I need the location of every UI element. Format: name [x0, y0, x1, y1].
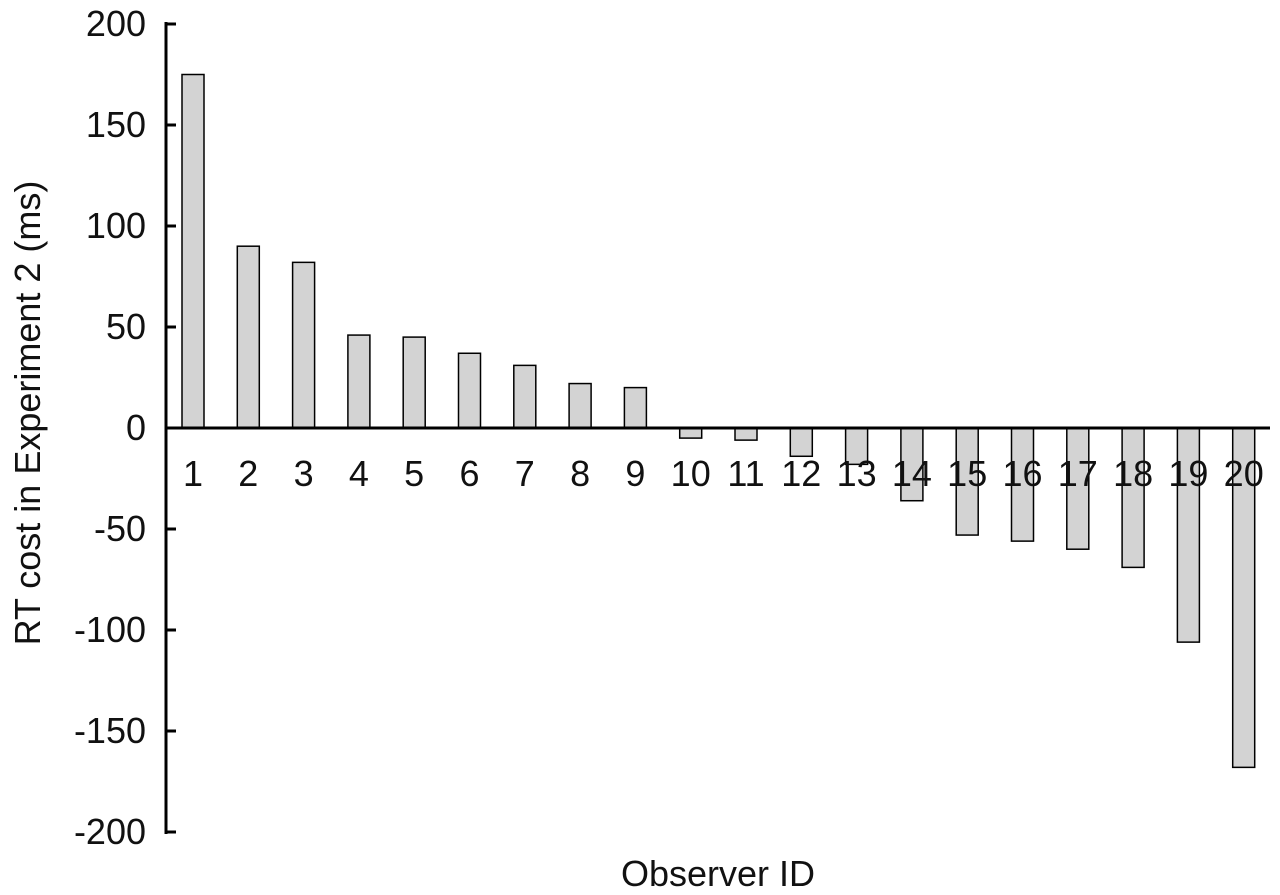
x-axis-label: Observer ID: [621, 853, 815, 894]
y-tick-label: -100: [74, 609, 146, 650]
y-axis: 200 150 100 50 0 -50 -100 -150 -200: [74, 3, 176, 852]
y-tick-label: 50: [106, 306, 146, 347]
x-tick-label: 20: [1224, 453, 1264, 494]
x-tick-label: 17: [1058, 453, 1098, 494]
bar-6: [457, 352, 482, 429]
bar-9: [623, 386, 648, 429]
bar-18: [1121, 427, 1145, 569]
bar-2: [236, 245, 261, 429]
x-tick-label: 10: [671, 453, 711, 494]
bar-11: [734, 427, 758, 441]
y-tick-label: 200: [86, 3, 146, 44]
x-tick-label: 18: [1113, 453, 1153, 494]
x-tick-label: 3: [294, 453, 314, 494]
x-tick-label: 7: [515, 453, 535, 494]
x-tick-label: 19: [1168, 453, 1208, 494]
x-tick-label: 9: [625, 453, 645, 494]
x-tick-label: 16: [1002, 453, 1042, 494]
bar-4: [347, 334, 371, 429]
x-tick-label: 2: [238, 453, 258, 494]
bar-7: [513, 364, 537, 429]
y-tick-label: -150: [74, 710, 146, 751]
bar-1: [181, 73, 205, 429]
x-tick-label: 6: [459, 453, 479, 494]
y-axis-label: RT cost in Experiment 2 (ms): [7, 181, 48, 646]
bar-5: [402, 336, 426, 429]
x-tick-label: 8: [570, 453, 590, 494]
y-tick-label: 150: [86, 104, 146, 145]
bar-3: [291, 261, 316, 429]
x-tick-label: 4: [349, 453, 369, 494]
bar-10: [678, 427, 703, 439]
y-tick-label: 0: [126, 407, 146, 448]
x-tick-label: 14: [892, 453, 932, 494]
x-tick-label: 13: [837, 453, 877, 494]
x-tick-label: 5: [404, 453, 424, 494]
x-tick-label: 15: [947, 453, 987, 494]
x-tick-label: 12: [781, 453, 821, 494]
x-tick-label: 1: [183, 453, 203, 494]
bars-group: [181, 73, 1256, 769]
y-tick-label: 100: [86, 205, 146, 246]
bar-8: [568, 382, 592, 429]
y-tick-label: -50: [94, 508, 146, 549]
category-labels: 1 2 3 4 5 6 7 8 9 10 11 12 13 14 15 16 17 18 19 20: [183, 453, 1264, 494]
y-tick-label: -200: [74, 811, 146, 852]
x-tick-label: 11: [727, 453, 764, 494]
